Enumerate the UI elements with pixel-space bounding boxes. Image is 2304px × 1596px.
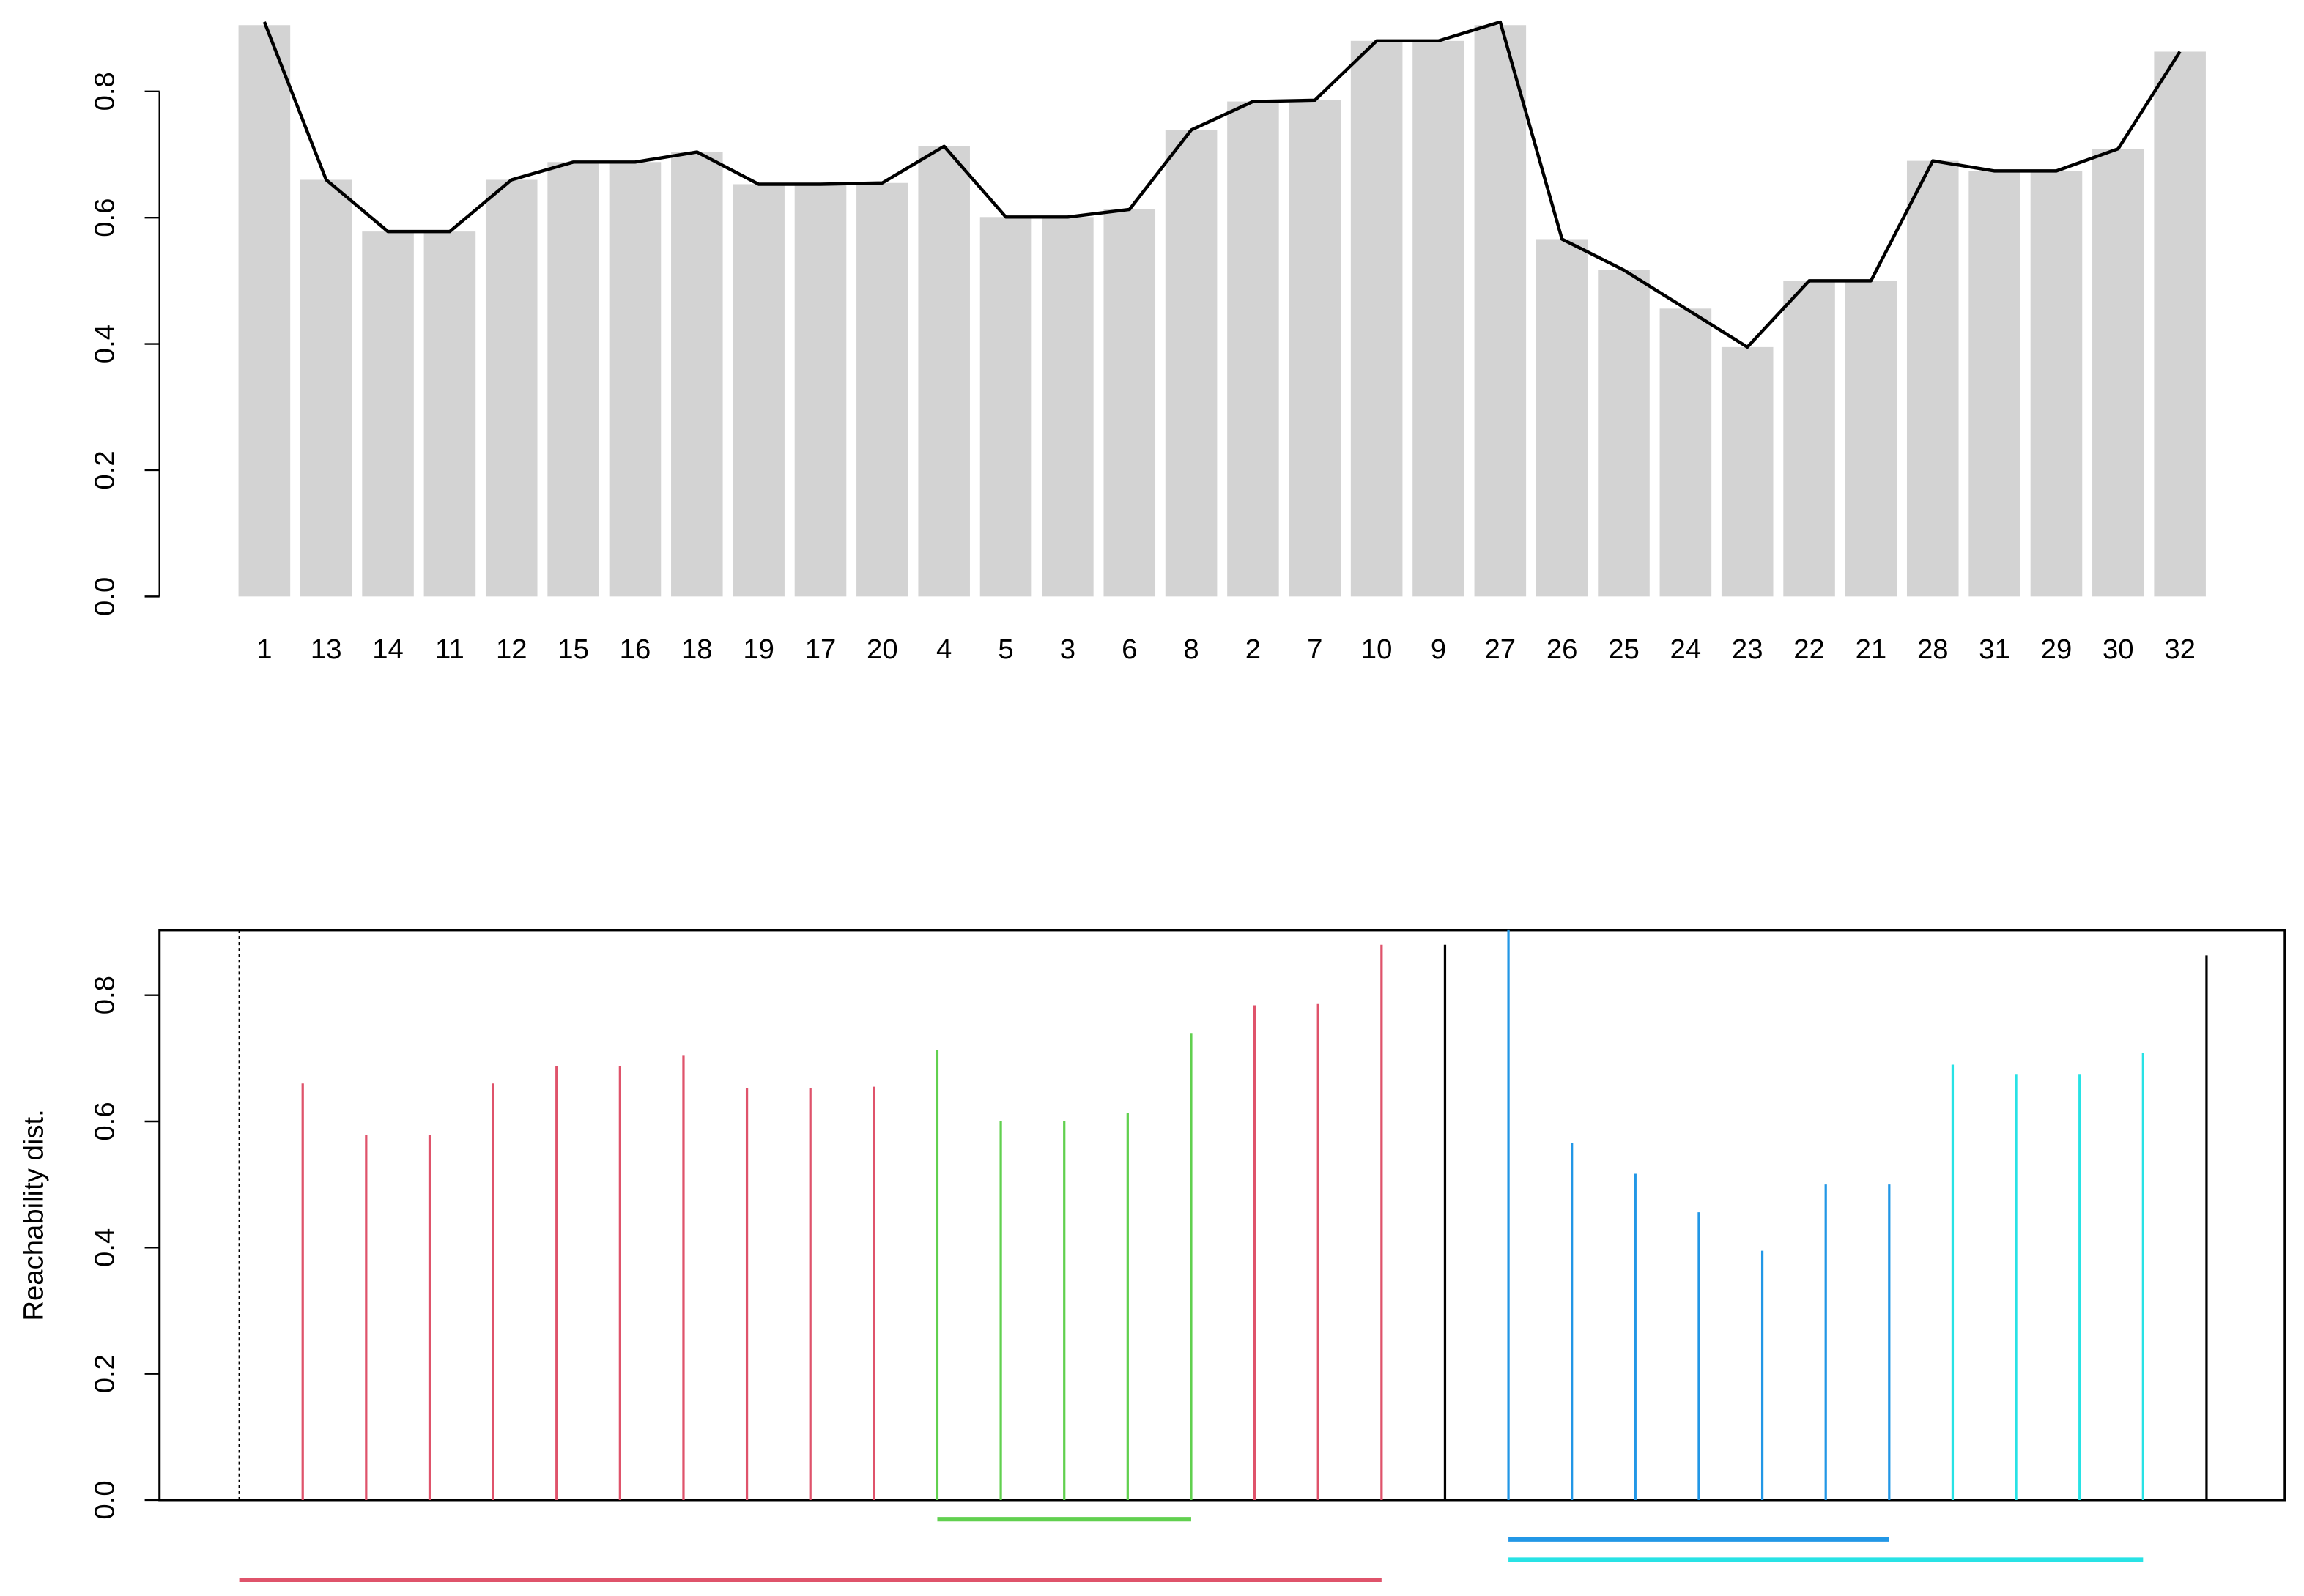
bar xyxy=(1350,40,1403,597)
x-tick-label: 6 xyxy=(1122,634,1137,665)
x-tick-label: 30 xyxy=(2103,634,2134,665)
x-tick-label: 25 xyxy=(1608,634,1640,665)
x-tick-label: 16 xyxy=(620,634,651,665)
bar xyxy=(1845,281,1897,597)
x-tick-label: 31 xyxy=(1979,634,2010,665)
bar xyxy=(300,179,352,597)
x-tick-label: 2 xyxy=(1245,634,1261,665)
y-tick-label: 0.2 xyxy=(89,1354,120,1393)
bar xyxy=(238,25,291,597)
x-tick-label: 26 xyxy=(1547,634,1578,665)
y-tick-label: 0.8 xyxy=(89,976,120,1014)
x-tick-label: 18 xyxy=(681,634,713,665)
bar xyxy=(1412,40,1464,597)
x-tick-label: 7 xyxy=(1307,634,1322,665)
bar xyxy=(794,184,847,597)
bar xyxy=(547,162,599,597)
bar xyxy=(979,217,1032,597)
x-tick-label: 22 xyxy=(1793,634,1825,665)
bar xyxy=(671,152,723,597)
bar xyxy=(918,146,970,597)
y-tick-label: 0.0 xyxy=(89,577,120,616)
x-tick-label: 4 xyxy=(936,634,952,665)
x-tick-label: 24 xyxy=(1670,634,1702,665)
y-tick-label: 0.6 xyxy=(89,1102,120,1140)
x-tick-label: 9 xyxy=(1431,634,1446,665)
x-tick-label: 13 xyxy=(311,634,342,665)
x-tick-label: 14 xyxy=(372,634,404,665)
y-tick-label: 0.0 xyxy=(89,1480,120,1519)
bar xyxy=(485,179,538,597)
x-tick-label: 3 xyxy=(1060,634,1075,665)
y-tick-label: 0.4 xyxy=(89,324,120,363)
bar xyxy=(1598,270,1650,597)
x-tick-label: 12 xyxy=(496,634,527,665)
bar xyxy=(1968,171,2020,597)
bar xyxy=(1906,160,1959,597)
bar xyxy=(1659,308,1712,597)
y-tick-label: 0.2 xyxy=(89,450,120,489)
bar xyxy=(2154,51,2206,597)
bar xyxy=(733,184,785,597)
x-tick-label: 1 xyxy=(256,634,272,665)
bar xyxy=(1042,217,1094,597)
x-tick-label: 11 xyxy=(435,634,464,665)
x-tick-label: 17 xyxy=(805,634,837,665)
bar xyxy=(1165,130,1218,597)
x-tick-label: 29 xyxy=(2041,634,2073,665)
x-tick-label: 15 xyxy=(558,634,589,665)
x-tick-label: 20 xyxy=(867,634,898,665)
bar xyxy=(1289,100,1341,597)
bar xyxy=(362,231,414,597)
y-tick-label: 0.4 xyxy=(89,1228,120,1267)
bar xyxy=(1536,239,1588,597)
bar xyxy=(1721,346,1774,597)
x-tick-label: 32 xyxy=(2164,634,2196,665)
bar xyxy=(1103,209,1156,597)
x-tick-label: 23 xyxy=(1732,634,1763,665)
bar xyxy=(1783,281,1835,597)
x-tick-label: 5 xyxy=(998,634,1013,665)
bar xyxy=(856,182,908,597)
plot-frame xyxy=(158,929,2286,1502)
bar xyxy=(1474,25,1527,597)
x-tick-label: 8 xyxy=(1183,634,1199,665)
y-tick-label: 0.8 xyxy=(89,72,120,111)
x-tick-label: 28 xyxy=(1917,634,1949,665)
reachability-line xyxy=(262,20,2182,349)
x-tick-label: 10 xyxy=(1361,634,1393,665)
y-tick-label: 0.6 xyxy=(89,198,120,237)
bar xyxy=(423,231,476,597)
x-tick-label: 21 xyxy=(1856,634,1887,665)
bar xyxy=(1227,101,1279,597)
bar xyxy=(609,162,662,597)
y-axis-label: Reachability dist. xyxy=(18,1109,50,1321)
bar xyxy=(2030,171,2083,597)
bar xyxy=(2092,149,2144,597)
x-tick-label: 27 xyxy=(1485,634,1516,665)
x-tick-label: 19 xyxy=(743,634,774,665)
